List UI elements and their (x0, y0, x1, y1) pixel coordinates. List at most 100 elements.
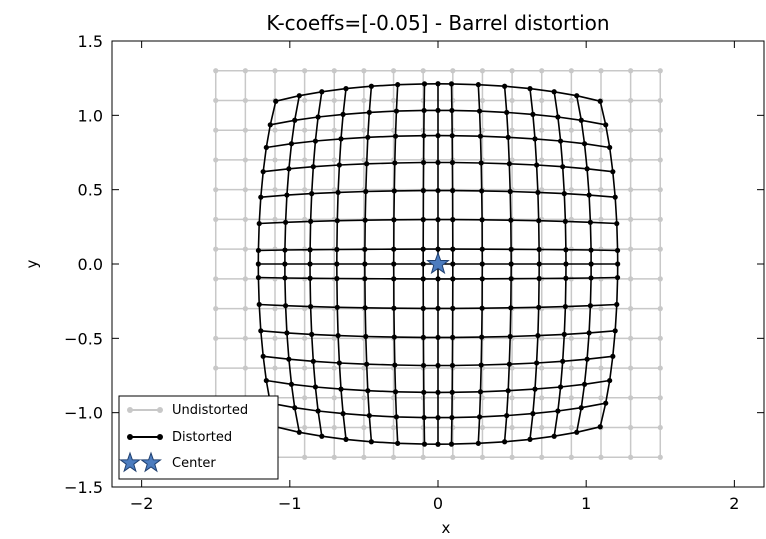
undistorted-point (390, 68, 397, 74)
undistorted-point (598, 68, 604, 74)
undistorted-point (568, 365, 574, 371)
undistorted-point (598, 365, 604, 371)
distorted-point (336, 360, 342, 366)
undistorted-point (213, 97, 219, 104)
distorted-point (282, 219, 289, 225)
undistorted-point (331, 187, 337, 193)
distorted-point (435, 441, 441, 447)
distorted-point (392, 362, 398, 368)
undistorted-point (479, 424, 486, 431)
distorted-point (536, 275, 542, 282)
distorted-point (362, 217, 368, 223)
distorted-point (282, 247, 288, 253)
distorted-point (435, 276, 441, 282)
undistorted-point (598, 395, 604, 401)
distorted-point (506, 361, 512, 367)
y-tick-label: −1.0 (64, 404, 103, 423)
distorted-point (536, 261, 542, 267)
distorted-point (435, 362, 441, 369)
distorted-point (527, 86, 533, 92)
distorted-point (368, 83, 374, 89)
undistorted-point (598, 127, 604, 133)
undistorted-point (213, 306, 219, 312)
distorted-point (420, 188, 426, 194)
distorted-point (282, 303, 289, 309)
distorted-point (435, 415, 441, 421)
distorted-point (435, 334, 441, 341)
distorted-point (435, 133, 441, 139)
undistorted-point (657, 395, 663, 401)
undistorted-point (568, 187, 574, 193)
distorted-point (603, 122, 609, 128)
distorted-point (612, 328, 618, 334)
undistorted-point (331, 157, 337, 163)
distorted-point (508, 276, 514, 282)
x-tick-label: 0 (433, 494, 443, 513)
distorted-point (615, 261, 621, 267)
distorted-point (502, 83, 508, 89)
distorted-point (393, 108, 400, 114)
distorted-point (581, 381, 588, 387)
distorted-point (255, 247, 262, 254)
distorted-point (449, 414, 455, 421)
distorted-point (587, 303, 594, 309)
undistorted-point (628, 424, 634, 431)
distorted-point (366, 412, 372, 419)
distorted-point (557, 384, 564, 390)
undistorted-point (509, 157, 515, 163)
distorted-point (614, 274, 621, 281)
distorted-point (502, 439, 508, 445)
x-tick-label: 1 (581, 494, 591, 513)
undistorted-point (213, 187, 219, 193)
undistorted-point (213, 276, 219, 282)
undistorted-point (628, 454, 634, 460)
distorted-point (284, 192, 290, 198)
distorted-point (435, 81, 441, 87)
undistorted-point (598, 306, 604, 312)
distorted-point (363, 333, 369, 340)
distorted-point (310, 358, 316, 364)
undistorted-point (568, 335, 574, 341)
undistorted-point (539, 424, 545, 431)
legend-center-label: Center (172, 456, 216, 471)
distorted-point (449, 107, 455, 114)
distorted-point (420, 159, 427, 166)
distorted-point (260, 169, 266, 175)
distorted-point (504, 412, 510, 419)
legend-distorted-label: Distorted (172, 430, 232, 445)
distorted-point (307, 275, 313, 281)
distorted-point (391, 246, 397, 252)
undistorted-point (213, 68, 219, 74)
undistorted-point (539, 187, 545, 193)
distorted-point (561, 331, 567, 337)
undistorted-point (628, 187, 634, 193)
distorted-point (343, 86, 349, 92)
distorted-point (574, 429, 580, 435)
distorted-point (508, 217, 514, 223)
undistorted-point (657, 306, 663, 312)
distorted-point (420, 246, 426, 252)
distorted-point (560, 164, 566, 170)
distorted-point (562, 303, 568, 310)
distorted-point (435, 246, 441, 252)
distorted-point (435, 389, 441, 395)
distorted-point (610, 353, 616, 359)
y-tick-label: 1.5 (78, 32, 103, 51)
legend-center-star (140, 451, 162, 473)
y-tick-label: −0.5 (64, 329, 103, 348)
distorted-point (391, 261, 397, 267)
distorted-point (536, 246, 542, 253)
undistorted-point (242, 365, 248, 371)
distorted-point (506, 161, 512, 167)
undistorted-point (242, 187, 248, 193)
distorted-point (607, 144, 613, 151)
distorted-point (312, 384, 319, 390)
distorted-point (336, 162, 342, 168)
distorted-point (273, 98, 279, 104)
undistorted-point (568, 454, 574, 460)
distorted-point (478, 362, 484, 368)
distorted-point (578, 405, 584, 411)
undistorted-point (213, 157, 219, 163)
undistorted-point (361, 424, 367, 431)
undistorted-point (242, 246, 248, 252)
